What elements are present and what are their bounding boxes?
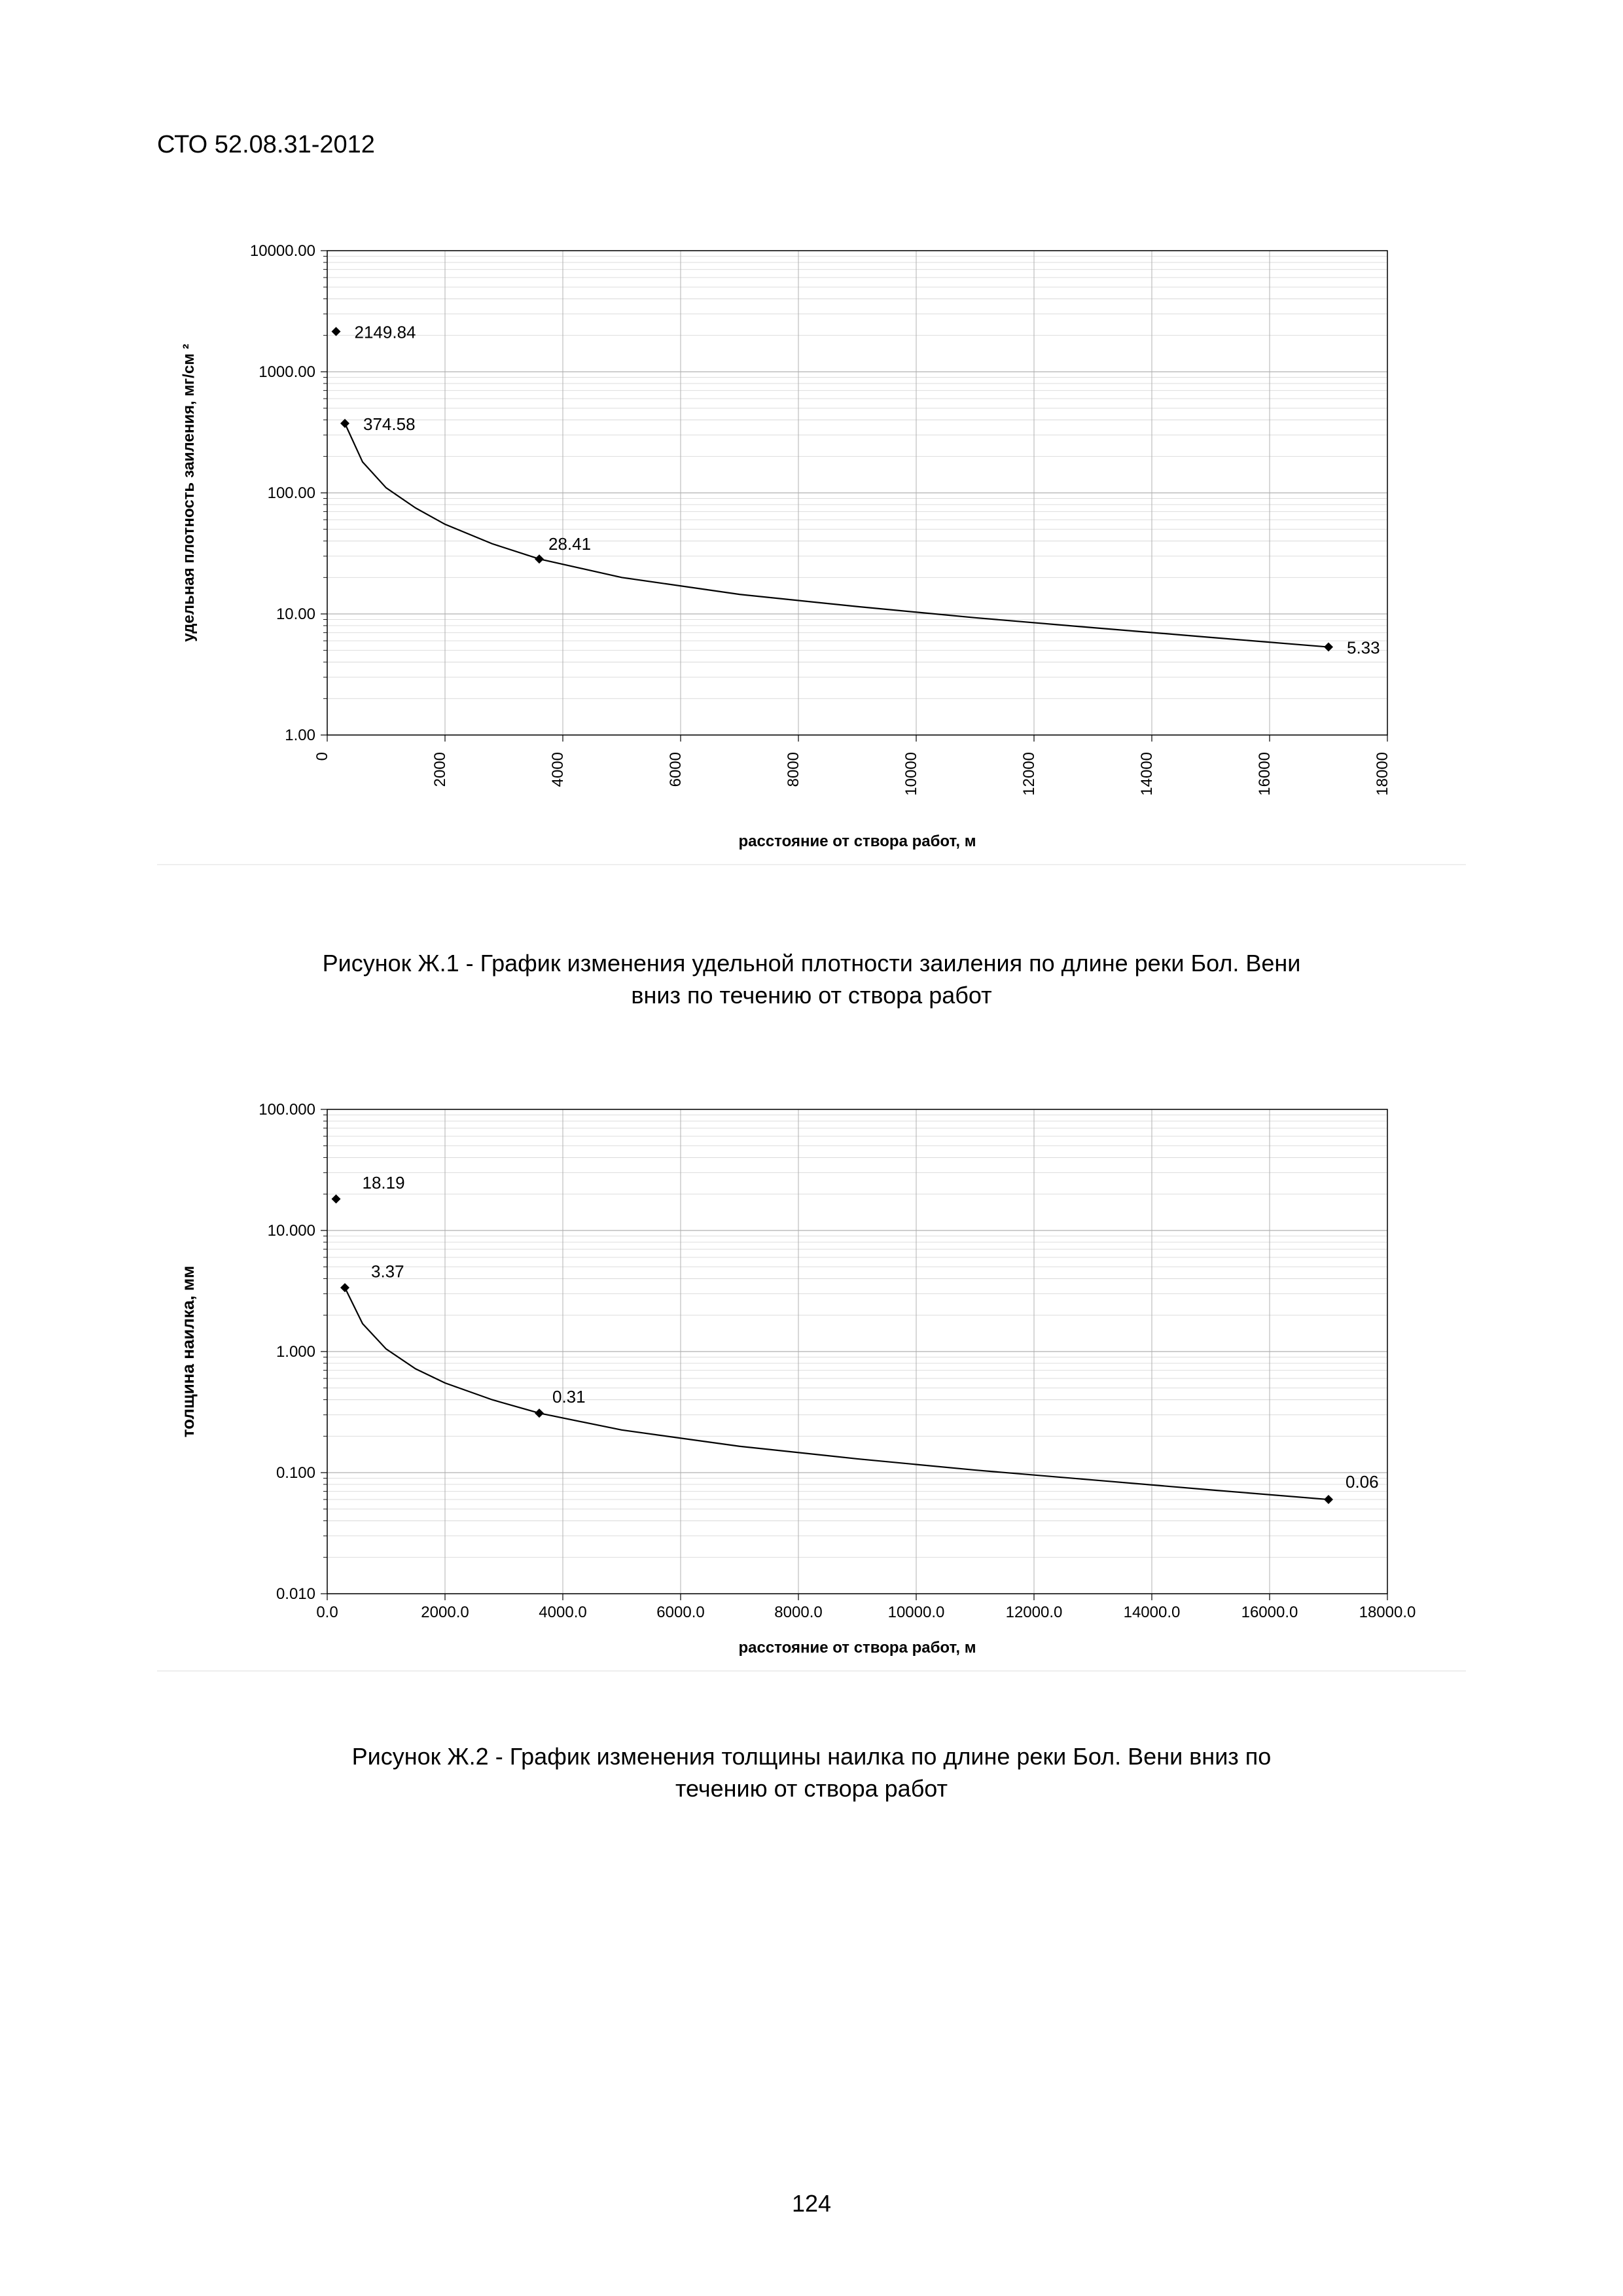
svg-text:100.00: 100.00 <box>268 484 315 502</box>
svg-text:1000.00: 1000.00 <box>259 363 315 381</box>
svg-text:16000.0: 16000.0 <box>1241 1604 1298 1621</box>
svg-text:расстояние от створа работ, м: расстояние от створа работ, м <box>738 833 976 850</box>
page: СТО 52.08.31-2012 1.00 10.00 100.00 1000.00… <box>0 0 1623 2296</box>
svg-text:2000.0: 2000.0 <box>421 1604 469 1621</box>
svg-text:2149.84: 2149.84 <box>355 323 416 342</box>
chart2-block: 0.010 0.100 1.000 10.000 100.000 0.0 2000.0 400… <box>157 1083 1466 1715</box>
svg-text:28.41: 28.41 <box>548 534 591 554</box>
svg-text:удельная плотность заиления, м: удельная плотность заиления, мг/см ² <box>180 344 198 641</box>
svg-text:10000.0: 10000.0 <box>888 1604 945 1621</box>
svg-text:10000.00: 10000.00 <box>250 242 315 260</box>
svg-text:10.00: 10.00 <box>276 605 315 623</box>
svg-text:1.00: 1.00 <box>285 726 315 744</box>
svg-text:8000: 8000 <box>785 752 802 787</box>
svg-text:6000.0: 6000.0 <box>656 1604 704 1621</box>
svg-text:14000: 14000 <box>1138 752 1156 796</box>
svg-text:4000: 4000 <box>549 752 567 787</box>
svg-text:3.37: 3.37 <box>371 1262 404 1282</box>
chart2-caption: Рисунок Ж.2 - График изменения толщины н… <box>321 1741 1302 1804</box>
doc-header: СТО 52.08.31-2012 <box>157 131 1466 159</box>
page-number: 124 <box>0 2190 1623 2217</box>
svg-text:374.58: 374.58 <box>363 414 416 434</box>
svg-text:10000: 10000 <box>902 752 920 796</box>
svg-text:14000.0: 14000.0 <box>1124 1604 1181 1621</box>
svg-text:12000.0: 12000.0 <box>1006 1604 1063 1621</box>
svg-text:0.06: 0.06 <box>1346 1472 1379 1492</box>
svg-text:18000.0: 18000.0 <box>1359 1604 1416 1621</box>
chart1-caption: Рисунок Ж.1 - График изменения удельной … <box>321 948 1302 1011</box>
svg-text:0.31: 0.31 <box>552 1387 586 1407</box>
svg-text:0: 0 <box>313 752 331 761</box>
svg-text:0.0: 0.0 <box>316 1604 338 1621</box>
svg-text:2000: 2000 <box>431 752 449 787</box>
chart2: 0.010 0.100 1.000 10.000 100.000 0.0 2000.0 400… <box>157 1083 1466 1715</box>
chart1-block: 1.00 10.00 100.00 1000.00 10000.00 0 2000 4000 6… <box>157 224 1466 922</box>
svg-text:18000: 18000 <box>1374 752 1391 796</box>
svg-text:0.100: 0.100 <box>276 1464 315 1482</box>
svg-text:толщина наилка, мм: толщина наилка, мм <box>178 1266 198 1438</box>
svg-text:12000: 12000 <box>1020 752 1038 796</box>
svg-text:6000: 6000 <box>667 752 685 787</box>
svg-text:100.000: 100.000 <box>259 1101 315 1119</box>
chart1: 1.00 10.00 100.00 1000.00 10000.00 0 2000 4000 6… <box>157 224 1466 922</box>
svg-text:0.010: 0.010 <box>276 1585 315 1603</box>
svg-text:8000.0: 8000.0 <box>774 1604 822 1621</box>
svg-text:18.19: 18.19 <box>363 1173 405 1193</box>
svg-text:расстояние от створа работ, м: расстояние от створа работ, м <box>738 1639 976 1657</box>
svg-text:16000: 16000 <box>1256 752 1274 796</box>
svg-text:1.000: 1.000 <box>276 1343 315 1361</box>
svg-text:10.000: 10.000 <box>268 1222 315 1240</box>
svg-text:4000.0: 4000.0 <box>539 1604 586 1621</box>
svg-text:5.33: 5.33 <box>1347 638 1380 658</box>
